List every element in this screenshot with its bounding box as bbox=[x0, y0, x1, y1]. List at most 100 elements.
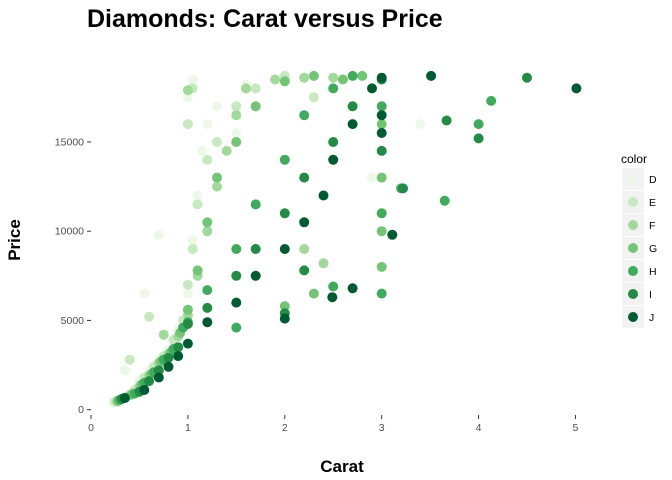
data-point-f bbox=[182, 85, 193, 96]
data-point-d bbox=[187, 74, 198, 85]
data-point-j bbox=[173, 351, 184, 362]
data-point-i bbox=[173, 342, 184, 353]
chart-title: Diamonds: Carat versus Price bbox=[87, 5, 443, 33]
x-tick-label: 4 bbox=[476, 422, 482, 434]
data-point-j bbox=[387, 229, 398, 240]
data-point-g bbox=[337, 74, 348, 85]
data-point-h bbox=[250, 199, 261, 210]
legend-key-d bbox=[628, 174, 638, 184]
data-point-j bbox=[328, 154, 339, 165]
data-point-g bbox=[192, 265, 203, 276]
data-point-d bbox=[119, 365, 130, 376]
legend-label-d: D bbox=[649, 174, 657, 186]
x-axis: 0 1 2 3 4 5 bbox=[88, 415, 579, 434]
data-point-g bbox=[279, 76, 290, 87]
data-point-d bbox=[187, 235, 198, 246]
legend-key-i bbox=[628, 289, 638, 299]
y-tick-label: 15000 bbox=[55, 136, 84, 148]
data-point-e bbox=[212, 137, 222, 147]
data-point-d bbox=[182, 92, 193, 103]
data-point-e bbox=[124, 354, 135, 365]
data-point-j bbox=[347, 119, 358, 130]
data-point-f bbox=[270, 74, 281, 85]
data-point-i bbox=[376, 145, 387, 156]
data-point-e bbox=[231, 101, 242, 112]
data-point-h bbox=[231, 322, 242, 333]
data-point-d bbox=[212, 101, 222, 112]
data-point-j bbox=[571, 83, 582, 94]
data-point-j bbox=[426, 70, 437, 81]
data-point-j bbox=[250, 270, 261, 281]
data-point-h bbox=[299, 110, 310, 121]
data-point-i bbox=[144, 376, 155, 387]
plot-area: 0 1 2 3 4 5 0 5000 10000 15000 bbox=[55, 70, 582, 434]
data-point-g bbox=[212, 172, 222, 183]
data-point-j bbox=[318, 190, 329, 201]
data-point-g bbox=[279, 301, 290, 312]
data-point-g bbox=[231, 137, 242, 147]
data-point-j bbox=[376, 128, 387, 138]
legend-key-h bbox=[628, 266, 638, 276]
data-point-j bbox=[279, 244, 290, 254]
data-point-d bbox=[415, 119, 426, 130]
x-tick-label: 0 bbox=[88, 422, 94, 434]
data-point-i bbox=[522, 72, 532, 83]
data-point-i bbox=[299, 265, 310, 276]
data-point-d bbox=[367, 172, 377, 183]
data-point-i bbox=[473, 133, 484, 144]
legend-label-i: I bbox=[649, 289, 652, 301]
data-point-d bbox=[153, 229, 164, 240]
x-tick-label: 3 bbox=[379, 422, 385, 434]
data-point-j bbox=[202, 317, 213, 328]
data-point-d bbox=[139, 288, 150, 299]
data-point-j bbox=[139, 385, 150, 395]
data-point-i bbox=[153, 365, 164, 376]
data-point-h bbox=[347, 70, 358, 81]
data-point-e bbox=[192, 199, 203, 210]
data-point-f bbox=[212, 181, 222, 192]
data-point-h bbox=[328, 83, 339, 94]
data-point-d bbox=[231, 128, 242, 138]
data-point-e bbox=[202, 154, 213, 165]
data-point-h bbox=[486, 95, 497, 106]
data-point-d bbox=[197, 145, 208, 156]
legend-label-e: E bbox=[649, 197, 656, 209]
data-point-j bbox=[299, 217, 310, 228]
data-point-h bbox=[376, 101, 387, 112]
data-point-i bbox=[231, 270, 242, 281]
data-point-e bbox=[182, 279, 193, 290]
data-point-e bbox=[187, 244, 198, 254]
data-point-h bbox=[439, 195, 450, 206]
data-point-h bbox=[202, 285, 213, 296]
data-point-g bbox=[308, 288, 319, 299]
data-point-j bbox=[327, 292, 338, 303]
data-point-h bbox=[279, 154, 290, 165]
scatter-points bbox=[108, 70, 582, 408]
data-point-h bbox=[231, 244, 242, 254]
data-point-j bbox=[376, 110, 387, 121]
x-tick-label: 2 bbox=[282, 422, 288, 434]
data-point-e bbox=[308, 92, 319, 103]
data-point-e bbox=[144, 311, 155, 322]
data-point-j bbox=[153, 372, 164, 383]
data-point-g bbox=[376, 119, 387, 130]
data-point-i bbox=[250, 244, 261, 254]
y-tick-label: 0 bbox=[78, 404, 84, 416]
data-point-d bbox=[192, 190, 203, 201]
y-axis-title: Price bbox=[5, 219, 24, 261]
data-point-i bbox=[299, 172, 310, 183]
data-point-i bbox=[202, 302, 213, 313]
data-point-f bbox=[158, 329, 169, 340]
data-point-i bbox=[398, 183, 408, 194]
legend-key-j bbox=[628, 312, 638, 322]
legend-label-f: F bbox=[649, 220, 655, 232]
data-point-i bbox=[163, 352, 174, 363]
data-point-h bbox=[376, 208, 387, 219]
data-point-g bbox=[250, 101, 261, 112]
data-point-d bbox=[182, 288, 193, 299]
data-point-d bbox=[202, 119, 213, 130]
data-point-f bbox=[241, 83, 251, 94]
